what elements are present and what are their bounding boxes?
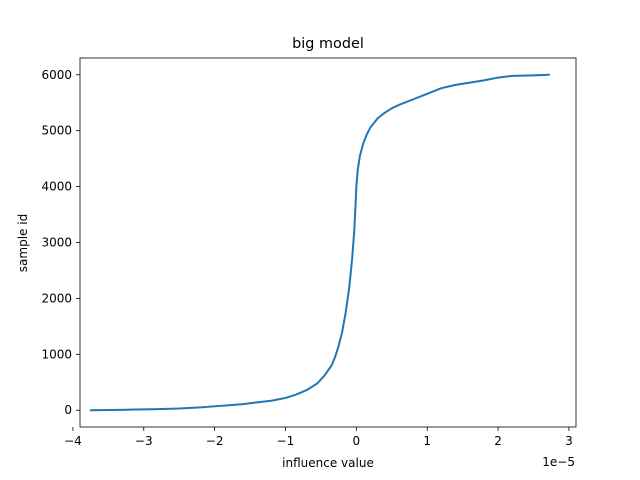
x-tick-label: −4 <box>64 434 82 448</box>
y-tick-label: 1000 <box>41 347 72 361</box>
y-tick-label: 3000 <box>41 236 72 250</box>
y-axis-label: sample id <box>16 214 30 272</box>
x-tick-label: 1 <box>423 434 431 448</box>
y-tick-label: 5000 <box>41 124 72 138</box>
y-tick-label: 2000 <box>41 291 72 305</box>
x-tick-label: 3 <box>565 434 573 448</box>
y-tick-label: 6000 <box>41 68 72 82</box>
x-tick-label: −2 <box>206 434 224 448</box>
x-tick-label: 2 <box>494 434 502 448</box>
x-tick-label: −1 <box>277 434 295 448</box>
series-line <box>89 73 551 412</box>
axes: −4 −3 −2 −1 0 1 2 3 0 1000 2000 3000 4000 5000 6000 <box>41 57 577 448</box>
x-tick-label: 0 <box>353 434 361 448</box>
x-axis-offset-label: 1e−5 <box>542 455 575 469</box>
y-tick-label: 0 <box>64 403 72 417</box>
chart-title: big model <box>292 36 364 52</box>
plot-area <box>89 73 551 412</box>
y-tick-label: 4000 <box>41 180 72 194</box>
x-tick-label: −3 <box>135 434 153 448</box>
x-axis-label: influence value <box>282 456 374 470</box>
